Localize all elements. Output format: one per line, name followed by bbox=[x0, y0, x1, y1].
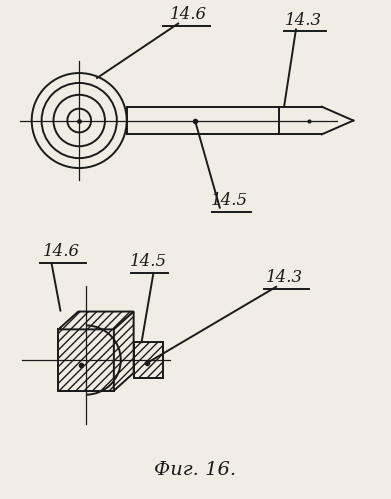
Bar bbox=[134, 342, 163, 378]
Text: 14.6: 14.6 bbox=[43, 243, 80, 260]
Text: 14.3: 14.3 bbox=[285, 11, 323, 28]
Text: 14.6: 14.6 bbox=[170, 5, 206, 22]
Polygon shape bbox=[114, 311, 134, 391]
Text: 14.3: 14.3 bbox=[265, 269, 303, 286]
Text: 14.5: 14.5 bbox=[130, 253, 167, 270]
Text: 14.5: 14.5 bbox=[211, 192, 248, 209]
Bar bbox=[58, 329, 114, 391]
Polygon shape bbox=[58, 311, 134, 329]
Text: Фиг. 16.: Фиг. 16. bbox=[154, 461, 236, 479]
Bar bbox=[134, 342, 163, 378]
Bar bbox=[58, 329, 114, 391]
